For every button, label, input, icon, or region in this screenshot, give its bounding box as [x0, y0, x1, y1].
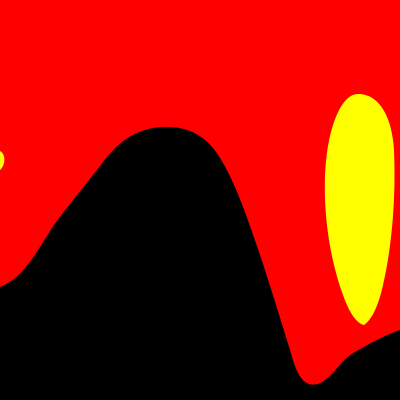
red-field: [0, 0, 400, 385]
yellow-left-sliver: [0, 151, 5, 170]
yellow-ellipse: [324, 94, 395, 325]
